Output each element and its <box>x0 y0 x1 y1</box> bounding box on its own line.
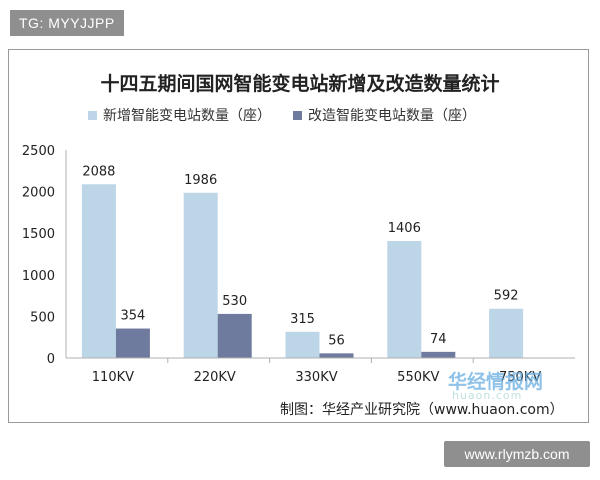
legend-label-renovate: 改造智能变电站数量（座） <box>308 108 476 124</box>
x-tick-label: 550KV <box>397 370 439 385</box>
legend-label-new: 新增智能变电站数量（座） <box>103 108 271 124</box>
y-axis: 0 500 1000 1500 2000 2500 <box>22 144 67 367</box>
y-tick-label: 2500 <box>22 144 55 159</box>
data-label: 530 <box>222 294 247 309</box>
data-label: 592 <box>494 289 519 304</box>
x-tick-label: 330KV <box>295 370 337 385</box>
watermark-url: huaon.com <box>452 389 523 402</box>
bar-new <box>81 184 116 358</box>
legend-swatch-renovate <box>293 110 302 120</box>
bar-new <box>387 241 422 358</box>
y-tick-label: 1000 <box>22 269 55 284</box>
x-tick-label: 110KV <box>92 370 134 385</box>
bar-renovate <box>421 351 456 358</box>
x-tick-label: 220KV <box>194 370 236 385</box>
y-tick-label: 1500 <box>22 227 55 242</box>
chart-legend: 新增智能变电站数量（座） 改造智能变电站数量（座） <box>88 105 498 125</box>
bar-new <box>285 331 320 358</box>
watermark-name: 华经情报网 <box>448 371 544 393</box>
account-tag: TG: MYYJJPP <box>10 10 124 36</box>
x-tick-label: 750KV <box>499 370 541 385</box>
chart-source: 制图：华经产业研究院（www.huaon.com） <box>280 402 564 418</box>
legend-swatch-new <box>88 110 97 120</box>
data-label: 1406 <box>388 221 421 236</box>
data-label: 1986 <box>184 173 217 188</box>
bars: 2088 354 1986 530 315 56 1406 74 592 <box>81 164 524 358</box>
chart-title: 十四五期间国网智能变电站新增及改造数量统计 <box>100 73 500 95</box>
y-tick-label: 500 <box>30 310 55 325</box>
data-label: 74 <box>430 332 447 347</box>
bar-renovate <box>319 353 354 358</box>
data-label: 315 <box>290 312 315 327</box>
bar-renovate <box>115 328 150 358</box>
data-label: 354 <box>120 309 145 324</box>
data-label: 56 <box>328 333 345 348</box>
bar-renovate <box>217 313 252 358</box>
bar-new <box>183 192 218 358</box>
y-tick-label: 2000 <box>22 186 55 201</box>
bar-new <box>489 308 524 358</box>
site-url-badge: www.rlymzb.com <box>444 441 590 467</box>
legend-item-new: 新增智能变电站数量（座） <box>88 105 271 125</box>
legend-item-renovate: 改造智能变电站数量（座） <box>293 105 476 125</box>
x-axis: 110KV 220KV 330KV 550KV 750KV <box>66 357 575 385</box>
data-label: 2088 <box>82 164 115 179</box>
y-tick-label: 0 <box>47 352 55 367</box>
